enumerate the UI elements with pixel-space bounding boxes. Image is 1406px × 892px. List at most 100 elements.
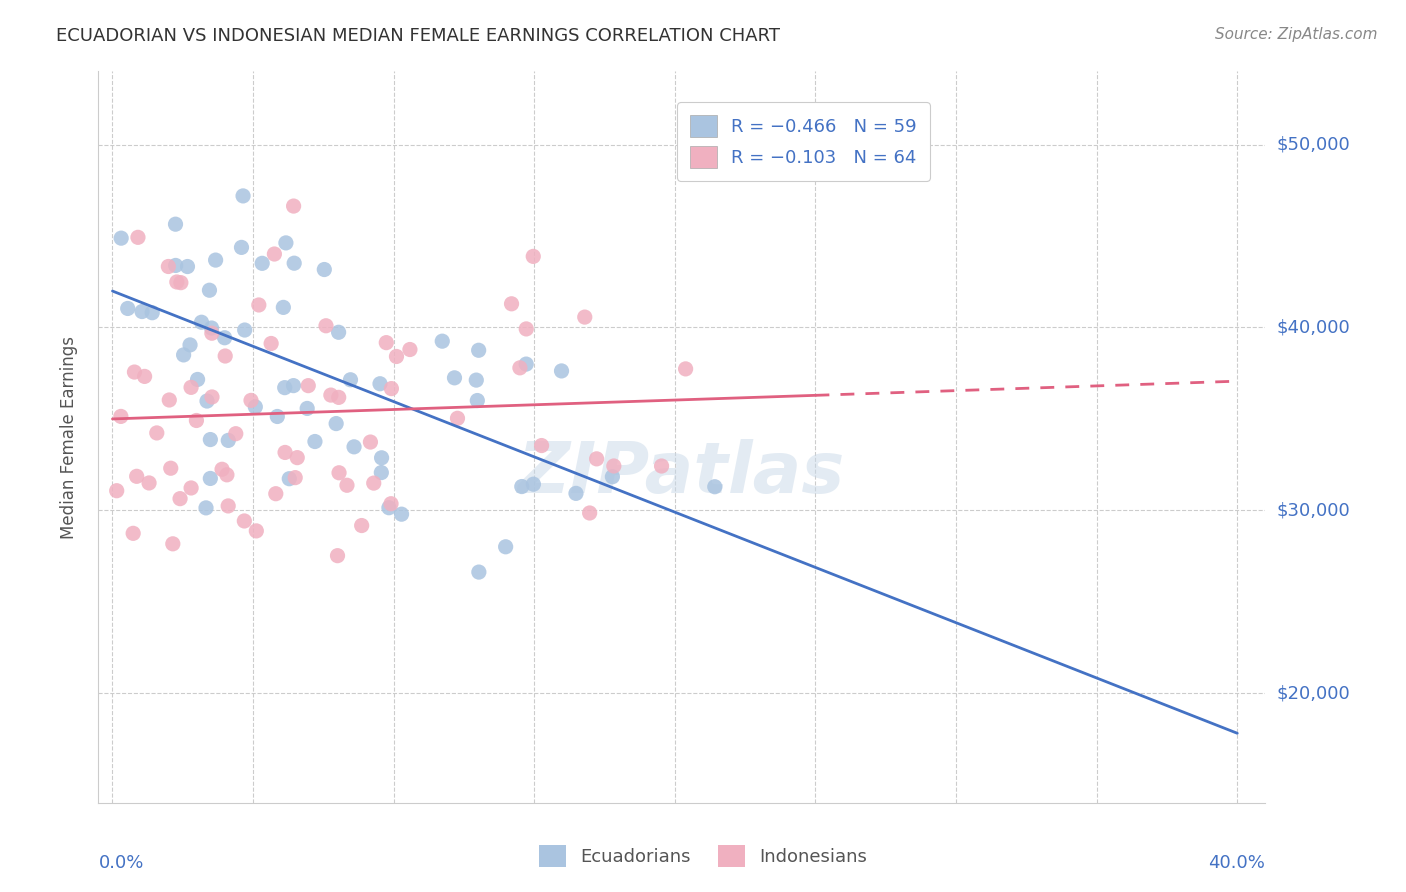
Text: $30,000: $30,000 [1277, 501, 1350, 519]
Point [522, 249, 544, 263]
Legend: R = −0.466   N = 59, R = −0.103   N = 64: R = −0.466 N = 59, R = −0.103 N = 64 [678, 103, 929, 181]
Point [217, 499, 239, 513]
Point [283, 256, 305, 270]
Point [110, 409, 132, 424]
Text: $40,000: $40,000 [1277, 318, 1350, 336]
Point [214, 331, 236, 345]
Point [165, 217, 187, 231]
Point [363, 476, 385, 491]
Point [122, 526, 145, 541]
Point [173, 348, 195, 362]
Point [225, 426, 247, 441]
Point [385, 350, 408, 364]
Point [565, 486, 588, 500]
Point [214, 349, 236, 363]
Point [134, 369, 156, 384]
Point [217, 434, 239, 448]
Point [509, 360, 531, 375]
Point [138, 475, 160, 490]
Point [273, 301, 295, 315]
Y-axis label: Median Female Earnings: Median Female Earnings [59, 335, 77, 539]
Point [232, 189, 254, 203]
Point [380, 382, 402, 396]
Point [260, 336, 283, 351]
Point [467, 343, 489, 358]
Point [211, 462, 233, 476]
Point [273, 381, 295, 395]
Point [125, 469, 148, 483]
Point [370, 450, 392, 465]
Point [578, 506, 600, 520]
Point [124, 365, 146, 379]
Point [264, 486, 287, 500]
Point [278, 472, 301, 486]
Point [328, 466, 350, 480]
Point [274, 235, 297, 250]
Point [530, 438, 553, 452]
Point [245, 524, 267, 538]
Point [179, 338, 201, 352]
Point [198, 283, 221, 297]
Point [200, 433, 222, 447]
Point [169, 491, 191, 506]
Point [131, 304, 153, 318]
Point [328, 326, 350, 340]
Legend: Ecuadorians, Indonesians: Ecuadorians, Indonesians [531, 838, 875, 874]
Point [297, 378, 319, 392]
Text: 40.0%: 40.0% [1209, 854, 1265, 872]
Point [180, 380, 202, 394]
Point [510, 479, 533, 493]
Point [295, 401, 318, 416]
Point [176, 260, 198, 274]
Point [284, 470, 307, 484]
Point [515, 357, 537, 371]
Point [319, 388, 342, 402]
Point [359, 435, 381, 450]
Point [651, 458, 673, 473]
Point [240, 393, 263, 408]
Point [200, 471, 222, 485]
Point [350, 518, 373, 533]
Point [468, 565, 491, 579]
Text: Source: ZipAtlas.com: Source: ZipAtlas.com [1215, 27, 1378, 42]
Text: $20,000: $20,000 [1277, 684, 1350, 702]
Point [170, 276, 193, 290]
Point [370, 466, 392, 480]
Point [315, 318, 337, 333]
Point [263, 247, 285, 261]
Point [204, 253, 226, 268]
Point [215, 467, 238, 482]
Point [245, 400, 267, 414]
Point [186, 413, 208, 427]
Point [675, 362, 697, 376]
Point [574, 310, 596, 324]
Point [117, 301, 139, 316]
Point [201, 326, 224, 341]
Point [165, 259, 187, 273]
Point [515, 322, 537, 336]
Point [146, 425, 169, 440]
Point [180, 481, 202, 495]
Point [378, 500, 401, 515]
Point [495, 540, 517, 554]
Point [285, 450, 308, 465]
Point [283, 378, 305, 392]
Point [522, 477, 544, 491]
Point [172, 54, 194, 68]
Point [602, 469, 624, 483]
Point [375, 335, 398, 350]
Point [585, 451, 607, 466]
Point [446, 411, 468, 425]
Point [343, 440, 366, 454]
Point [274, 445, 297, 459]
Point [187, 372, 209, 386]
Point [501, 297, 523, 311]
Point [250, 256, 273, 270]
Point [368, 376, 391, 391]
Point [283, 199, 305, 213]
Point [443, 371, 465, 385]
Point [391, 507, 413, 521]
Point [703, 480, 725, 494]
Point [266, 409, 288, 424]
Point [110, 231, 132, 245]
